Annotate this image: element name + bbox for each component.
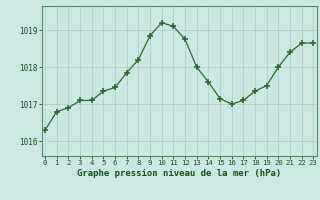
X-axis label: Graphe pression niveau de la mer (hPa): Graphe pression niveau de la mer (hPa)	[77, 169, 281, 178]
